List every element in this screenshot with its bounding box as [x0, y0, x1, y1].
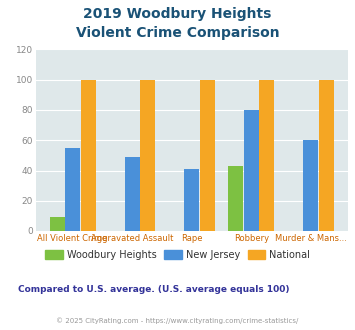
Legend: Woodbury Heights, New Jersey, National: Woodbury Heights, New Jersey, National [41, 246, 314, 264]
Bar [184, 169, 199, 231]
Bar [50, 217, 65, 231]
Bar [65, 148, 80, 231]
Bar [303, 140, 318, 231]
Bar [244, 110, 259, 231]
Bar [125, 157, 140, 231]
Bar [319, 80, 334, 231]
Bar [81, 80, 95, 231]
Text: Compared to U.S. average. (U.S. average equals 100): Compared to U.S. average. (U.S. average … [18, 285, 289, 294]
Bar [200, 80, 215, 231]
Bar [228, 166, 243, 231]
Bar [259, 80, 274, 231]
Text: 2019 Woodbury Heights
Violent Crime Comparison: 2019 Woodbury Heights Violent Crime Comp… [76, 7, 279, 40]
Bar [140, 80, 155, 231]
Text: © 2025 CityRating.com - https://www.cityrating.com/crime-statistics/: © 2025 CityRating.com - https://www.city… [56, 318, 299, 324]
